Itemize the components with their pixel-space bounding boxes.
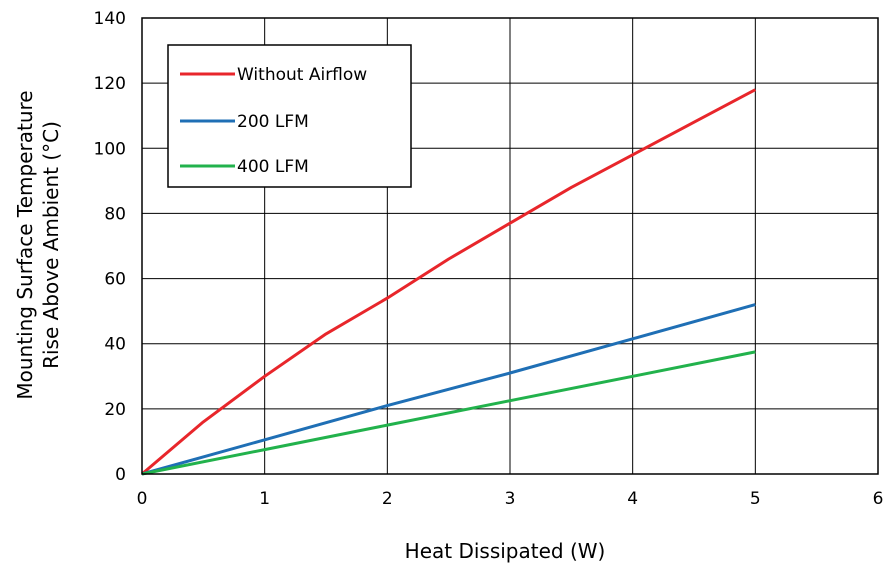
x-axis-title: Heat Dissipated (W)	[405, 539, 606, 563]
legend-label-without-airflow: Without Airflow	[237, 65, 367, 85]
x-tick-label: 6	[873, 489, 883, 509]
legend: Without Airflow 200 LFM 400 LFM	[167, 44, 412, 188]
y-tick-label: 0	[115, 465, 126, 485]
y-axis-title-line-2: Rise Above Ambient (°C)	[39, 121, 63, 369]
legend-label-200-lfm: 200 LFM	[237, 112, 309, 132]
x-tick-label: 0	[137, 489, 148, 509]
y-tick-label: 40	[104, 335, 126, 355]
series-line-400-lfm	[141, 350, 756, 476]
y-tick-label: 80	[104, 204, 126, 224]
legend-box	[167, 44, 412, 188]
legend-label-400-lfm: 400 LFM	[237, 157, 309, 177]
grid	[141, 17, 879, 475]
y-tick-label: 20	[104, 400, 126, 420]
y-tick-label: 140	[94, 9, 126, 29]
plot-frame	[141, 17, 879, 475]
x-tick-label: 1	[259, 489, 270, 509]
y-tick-label: 100	[94, 139, 126, 159]
legend-item-200-lfm: 200 LFM	[180, 112, 309, 132]
series-line-200-lfm	[141, 303, 756, 476]
x-tick-label: 2	[382, 489, 393, 509]
x-tick-label: 3	[505, 489, 516, 509]
x-tick-label: 4	[627, 489, 638, 509]
legend-item-without-airflow: Without Airflow	[180, 65, 367, 85]
y-axis-title-line-1: Mounting Surface Temperature	[13, 90, 37, 399]
legend-item-400-lfm: 400 LFM	[180, 157, 309, 177]
series-lines	[141, 88, 757, 476]
y-tick-label: 120	[94, 74, 126, 94]
series-line-without-airflow	[141, 88, 757, 476]
x-tick-label: 5	[750, 489, 761, 509]
y-tick-label: 60	[104, 270, 126, 290]
